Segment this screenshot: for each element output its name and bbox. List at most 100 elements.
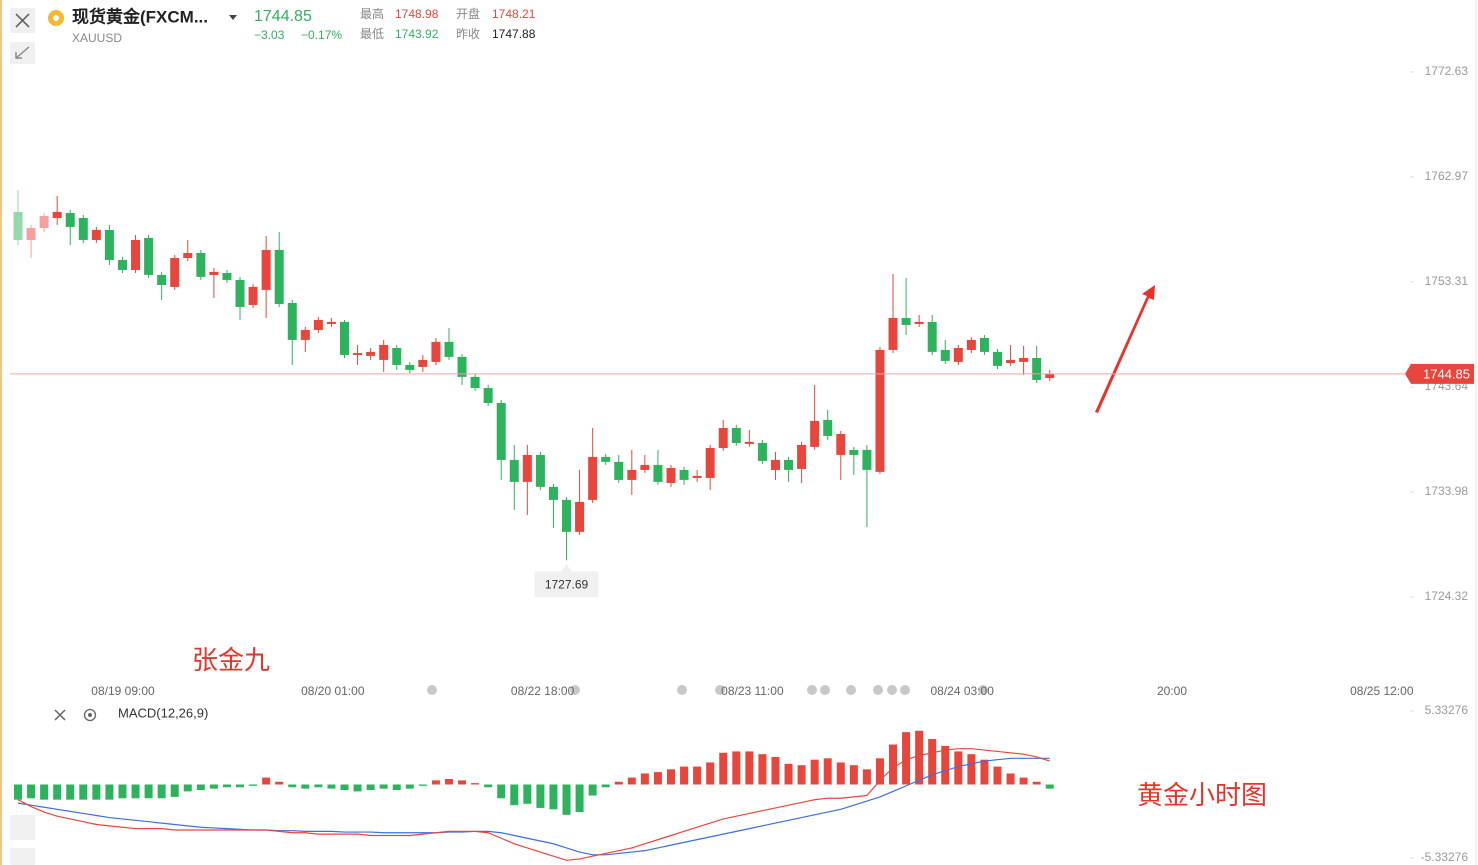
candle [13, 189, 23, 245]
macd-bar [275, 781, 284, 785]
x-tick-label: 08/20 01:00 [301, 684, 365, 698]
macd-eye-icon[interactable] [83, 708, 97, 722]
macd-bar [889, 744, 898, 785]
y-tick-label: 1772.63 [1425, 64, 1469, 78]
event-dot[interactable] [887, 685, 897, 695]
high-label: 最高 [360, 6, 384, 21]
macd-bar [183, 784, 192, 792]
candle-body [679, 469, 689, 480]
event-dot[interactable] [873, 685, 883, 695]
macd-bar [340, 784, 349, 791]
macd-bar [588, 784, 597, 796]
candle [326, 317, 336, 327]
candle [888, 273, 898, 353]
candle [810, 384, 820, 450]
candle-body [1032, 357, 1042, 380]
candle-body [888, 317, 898, 350]
event-dot[interactable] [978, 685, 988, 695]
candle [52, 195, 62, 225]
candle-body [65, 213, 75, 227]
low-label: 最低 [360, 27, 384, 41]
macd-bar [1006, 773, 1015, 785]
price-change: −3.03 [254, 28, 285, 42]
candle-body [1045, 373, 1055, 378]
macd-bar [784, 763, 793, 785]
candle-body [444, 341, 454, 357]
candle-body [379, 344, 389, 360]
macd-bar [40, 784, 49, 800]
x-tick-label: 08/19 09:00 [91, 684, 155, 698]
macd-bar [954, 751, 963, 785]
candle-body [353, 352, 363, 355]
candle-body [692, 475, 702, 478]
event-dot[interactable] [900, 685, 910, 695]
close-icon[interactable] [15, 13, 30, 28]
macd-bar [444, 778, 453, 785]
candle-body [875, 349, 885, 472]
indicator-button[interactable] [10, 815, 35, 840]
candle-body [52, 211, 62, 219]
macd-eye-pupil[interactable] [88, 713, 92, 717]
low-value: 1743.92 [395, 27, 439, 41]
candle [235, 276, 245, 320]
macd-bar [810, 759, 819, 785]
candle [679, 466, 689, 485]
macd-bar [92, 784, 101, 800]
macd-bar [249, 784, 258, 786]
macd-bar [222, 784, 231, 788]
candle-body [235, 279, 245, 307]
event-dot[interactable] [715, 685, 725, 695]
tool-button[interactable] [10, 42, 35, 64]
candle [797, 441, 807, 483]
candle [718, 419, 728, 451]
candle [953, 344, 963, 365]
y-tick-label: 1724.32 [1425, 589, 1469, 603]
event-dot[interactable] [570, 685, 580, 695]
candle-body [104, 229, 114, 260]
tool-icon[interactable] [15, 46, 30, 59]
macd-bar [732, 751, 741, 785]
macd-bar [667, 769, 675, 785]
candle [392, 344, 402, 370]
event-markers [427, 685, 988, 695]
draw-button[interactable] [10, 848, 35, 865]
event-dot[interactable] [820, 685, 830, 695]
candle-body [627, 469, 637, 480]
candle [457, 353, 467, 385]
candle [444, 327, 454, 360]
candle-body [666, 467, 676, 483]
candle-body [117, 259, 127, 270]
close-button[interactable] [10, 8, 35, 33]
candle-body [313, 319, 323, 330]
candle [340, 319, 349, 358]
symbol-title[interactable]: 现货黄金(FXCM... [72, 6, 208, 26]
macd-bar [601, 784, 610, 788]
candle [91, 226, 101, 244]
y-tick-label: 1753.31 [1425, 274, 1469, 288]
x-tick-label: 08/22 18:00 [511, 684, 575, 698]
candle [261, 235, 271, 318]
macd-tick-label: 5.33276 [1425, 703, 1469, 717]
candle-body [979, 337, 989, 352]
event-dot[interactable] [677, 685, 687, 695]
candle [653, 449, 663, 485]
event-dot[interactable] [846, 685, 856, 695]
candle-body [797, 444, 807, 469]
macd-bar [510, 784, 519, 806]
event-dot[interactable] [427, 685, 437, 695]
candle [418, 354, 428, 372]
macd-bar [719, 752, 728, 785]
dropdown-arrow[interactable] [229, 15, 237, 20]
candle-body [509, 459, 519, 482]
candle-body [535, 454, 545, 487]
candle-body [953, 347, 963, 362]
macd-bar [941, 745, 950, 785]
macd-bar [366, 784, 375, 791]
macd-close-icon[interactable] [54, 709, 66, 721]
event-dot[interactable] [807, 685, 817, 695]
candle-body [588, 456, 598, 500]
macd-bar [105, 784, 114, 800]
candle [849, 446, 859, 475]
candle-body [26, 228, 36, 240]
candle-body [13, 211, 23, 240]
